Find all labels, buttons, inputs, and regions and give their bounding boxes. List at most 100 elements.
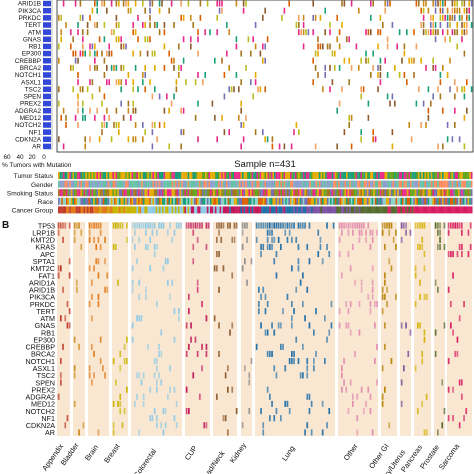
annotation-track-cell [122,206,124,214]
panel-b-mutation-cell [138,293,141,300]
annotation-track-cell [194,206,196,214]
annotation-track-cell [275,180,278,188]
annotation-track-cell [437,172,439,179]
annotation-track-cell [149,197,151,205]
panel-b-mutation-cell [388,222,391,229]
panel-b-mutation-cell [91,343,93,350]
annotation-track-cell [157,180,159,188]
panel-a-mutation-cell [204,29,206,36]
annotation-track-cell [155,206,158,214]
annotation-track-cell [211,189,214,197]
panel-b-mutation-cell [62,286,64,293]
panel-b-mutation-cell [149,265,152,272]
panel-a-mutation-cell [221,7,223,14]
panel-b-mutation-cell [371,265,374,272]
annotation-track-cell [266,206,268,214]
annotation-track-cell [290,189,292,197]
annotation-track-cell [416,197,419,205]
panel-a-mutation-cell [151,0,154,7]
annotation-track-cell [94,206,97,214]
annotation-track-cell [152,180,155,188]
annotation-track-cell [464,189,467,197]
annotation-track-cell [294,197,297,205]
panel-a-mutation-cell [98,86,101,93]
annotation-track-cell [278,197,281,205]
panel-a-mutation-cell [228,64,230,71]
annotation-track-cell [77,206,79,214]
panel-a-mutation-cell [84,136,86,143]
annotation-track-cell [126,197,129,205]
annotation-track-cell [272,172,275,179]
annotation-track-cell [219,180,222,188]
panel-a-mutation-cell [314,14,317,21]
annotation-track-cell [171,197,174,205]
panel-a-gene-label: CDKN2A [15,136,42,143]
panel-a-gene-label: ATM [28,29,41,36]
panel-a-mutation-cell [242,122,245,128]
annotation-track-cell [190,206,193,214]
panel-a-mutation-cell [242,136,245,143]
panel-b-mutation-cell [275,251,278,258]
annotation-track-cell [136,189,139,197]
panel-b-mutation-cell [341,365,343,372]
panel-a-mutation-cell [420,7,422,14]
panel-a-mutation-cell [110,29,113,36]
panel-a-mutation-bar [43,7,51,14]
panel-b-mutation-cell [158,350,160,358]
panel-a-mutation-cell [79,86,82,93]
panel-a-mutation-cell [298,29,300,36]
panel-b-mutation-cell [369,229,372,236]
panel-b-mutation-cell [409,229,412,236]
panel-a-mutation-cell [336,14,338,21]
annotation-track-cell [438,189,441,197]
annotation-track-cell [218,180,220,188]
panel-b-mutation-cell [349,222,352,229]
panel-b-mutation-cell [134,400,136,407]
annotation-track-cell [107,172,110,179]
annotation-track-cell [259,197,262,205]
panel-b-mutation-cell [421,243,424,251]
annotation-track-cell [211,206,214,214]
panel-b-mutation-cell [205,222,208,229]
annotation-track-cell [243,197,246,205]
annotation-track-cell [398,189,401,197]
annotation-track-cell [125,180,127,188]
annotation-track-cell [434,180,436,188]
panel-b-mutation-cell [458,222,461,229]
annotation-track-cell [200,172,203,179]
panel-b-mutation-cell [295,286,298,293]
annotation-track-cell [392,189,395,197]
panel-b-mutation-cell [112,429,115,436]
annotation-track-cell [83,206,86,214]
annotation-track-cell [168,197,171,205]
annotation-track-cell [166,206,169,214]
panel-b-mutation-cell [450,222,452,229]
panel-b-mutation-cell [306,358,309,365]
annotation-track-cell [256,180,259,188]
annotation-track-cell [322,206,324,214]
panel-b-group-background [88,222,109,436]
annotation-track-cell [190,189,193,197]
annotation-track-cell [406,172,409,179]
panel-a-mutation-cell [427,107,430,114]
panel-b-mutation-cell [458,243,461,251]
annotation-track-cell [114,197,116,205]
annotation-track-cell [397,172,399,179]
annotation-track-cell [69,197,71,205]
panel-a-mutation-cell [60,114,62,121]
panel-b-mutation-cell [222,415,225,422]
annotation-track-cell [275,189,278,197]
panel-b-gene-labels: TP53LRP1BKMT2DKRASAPCSPTA1KMT2CFAT1ARID1… [25,221,55,437]
annotation-track-cell [362,180,364,188]
panel-a-mutation-cell [146,50,149,57]
panel-a-mutation-cell [101,50,103,57]
annotation-track-cell [453,180,455,188]
panel-a-mutation-cell [365,57,367,64]
annotation-track-cell [464,172,467,179]
panel-b-mutation-cell [405,222,407,229]
panel-b-mutation-cell [293,308,295,315]
annotation-track-cell [408,172,411,179]
annotation-track-cell [294,206,297,214]
panel-b-mutation-cell [134,222,136,229]
panel-a-mutation-cell [324,72,326,78]
